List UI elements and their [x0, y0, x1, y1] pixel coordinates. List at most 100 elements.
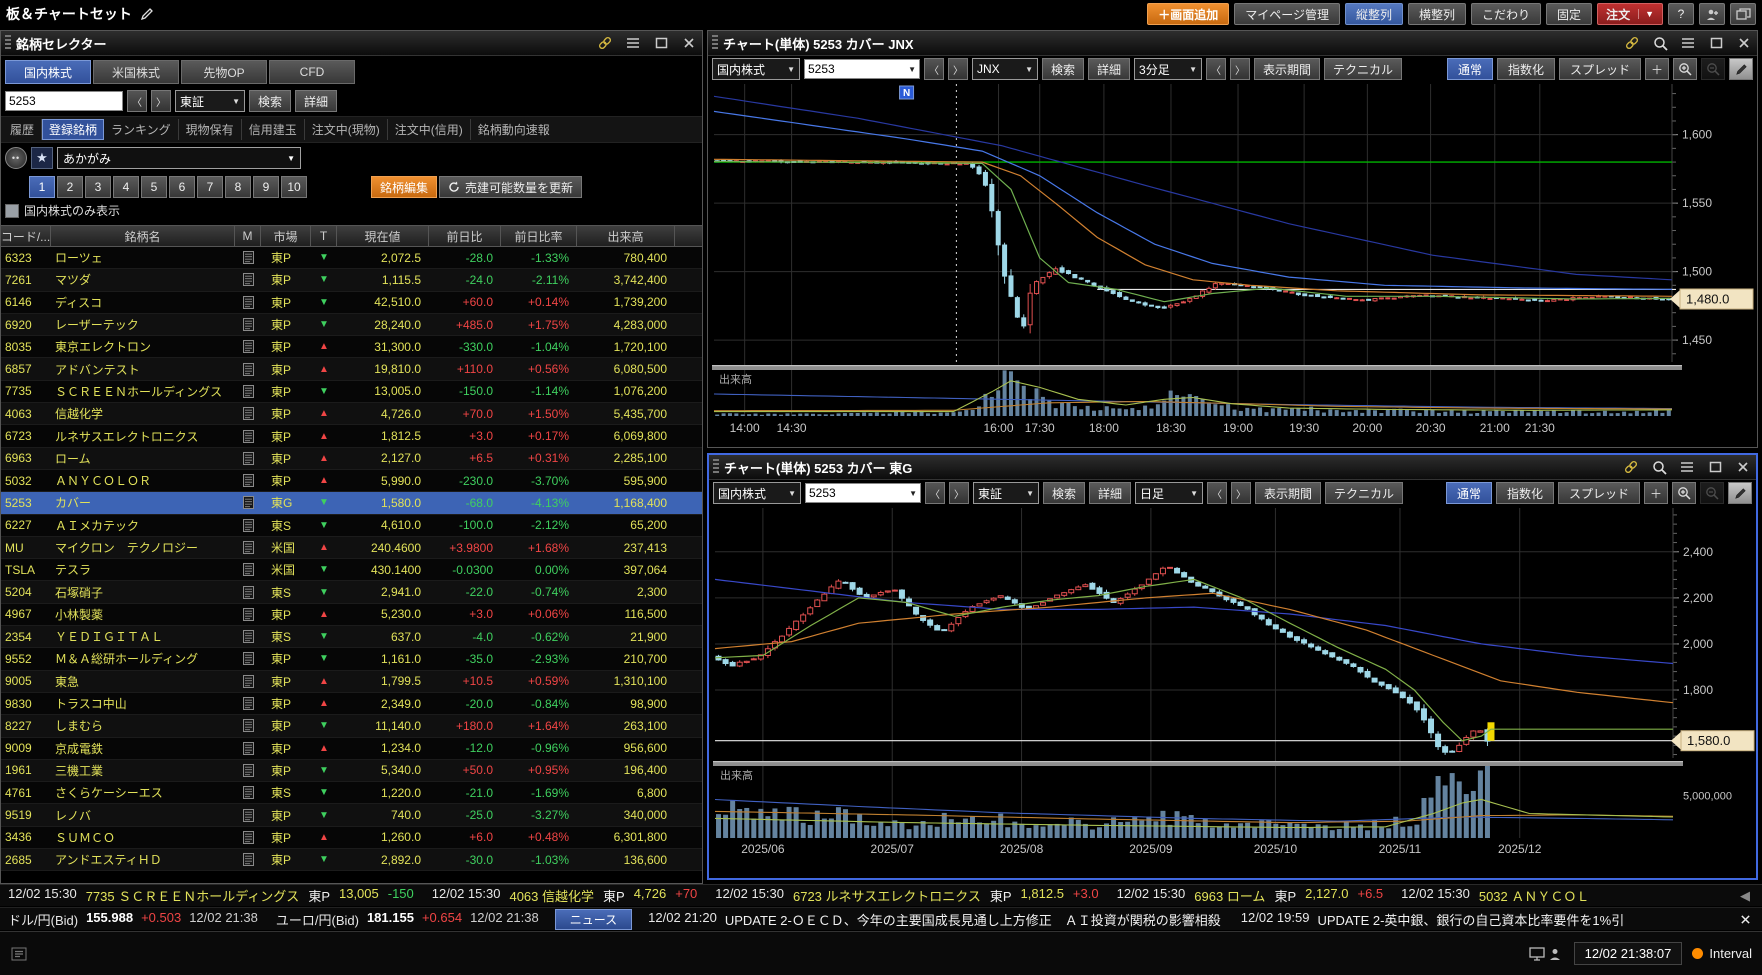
- table-row[interactable]: MU マイクロン テクノロジー 米国 ▲ 240.4600 +3.9800 +1.68% 23…: [1, 536, 702, 560]
- chart-intraday-zoom-in-icon[interactable]: [1673, 58, 1697, 80]
- chart-intraday-timeframe-select[interactable]: 3分足 ▼: [1134, 58, 1203, 80]
- board-doc-icon[interactable]: [235, 741, 261, 755]
- watchlist-select[interactable]: あかがみ ▼: [57, 147, 301, 169]
- table-row[interactable]: 5204 石塚硝子 東S ▼ 2,941.0 -22.0 -0.74% 2,300: [1, 581, 702, 604]
- close-icon[interactable]: [1734, 459, 1752, 475]
- column-header-前日比率[interactable]: 前日比率: [501, 226, 577, 246]
- list-tab-ランキング[interactable]: ランキング: [104, 119, 179, 140]
- table-row[interactable]: 8227 しまむら 東P ▼ 11,140.0 +180.0 +1.64% 263,100: [1, 715, 702, 738]
- page-button-6[interactable]: 6: [169, 176, 195, 198]
- board-doc-icon[interactable]: [235, 318, 261, 332]
- page-button-3[interactable]: 3: [85, 176, 111, 198]
- drag-grip-icon[interactable]: [713, 459, 719, 475]
- topbar-button-マイページ管理[interactable]: マイページ管理: [1234, 3, 1340, 25]
- chart-intraday-technical-button[interactable]: テクニカル: [1324, 58, 1403, 80]
- board-doc-icon[interactable]: [235, 362, 261, 376]
- maximize-icon[interactable]: [652, 35, 670, 51]
- drag-grip-icon[interactable]: [5, 35, 11, 51]
- domestic-only-checkbox[interactable]: [5, 203, 19, 218]
- close-icon[interactable]: [680, 35, 698, 51]
- page-button-9[interactable]: 9: [253, 176, 279, 198]
- monitor-icon[interactable]: [1528, 946, 1546, 962]
- search-icon[interactable]: [1651, 35, 1669, 51]
- chart-intraday-zoom-out-icon[interactable]: [1701, 58, 1725, 80]
- column-header-市場[interactable]: 市場: [261, 226, 311, 246]
- table-row[interactable]: TSLA テスラ 米国 ▼ 430.1400 -0.0300 0.00% 397,064: [1, 559, 702, 582]
- table-row[interactable]: 7261 マツダ 東P ▼ 1,115.5 -24.0 -2.11% 3,742,400: [1, 269, 702, 292]
- board-doc-icon[interactable]: [235, 830, 261, 844]
- chart-daily-timeframe-select[interactable]: 日足 ▼: [1135, 482, 1204, 504]
- topbar-button-?[interactable]: ?: [1668, 3, 1694, 25]
- column-header-コード/...[interactable]: コード/...: [1, 226, 51, 246]
- topbar-button-注文[interactable]: 注文 ▼: [1597, 3, 1663, 25]
- search-button[interactable]: 検索: [249, 90, 292, 112]
- news-item[interactable]: 12/02 21:20 UPDATE 2-ＯＥＣＤ、今年の主要国成長見通し上方修正…: [648, 910, 1221, 929]
- table-row[interactable]: 2685 アンドエスティＨＤ 東P ▼ 2,892.0 -30.0 -1.03% 136,60…: [1, 849, 702, 872]
- link-icon[interactable]: [596, 35, 614, 51]
- market-tab-米国株式[interactable]: 米国株式: [93, 60, 179, 84]
- table-row[interactable]: 2354 ＹＥＤＩＧＩＴＡＬ 東S ▼ 637.0 -4.0 -0.62% 21,900: [1, 626, 702, 649]
- column-header-前日比[interactable]: 前日比: [429, 226, 501, 246]
- board-doc-icon[interactable]: [235, 630, 261, 644]
- board-doc-icon[interactable]: [235, 719, 261, 733]
- board-doc-icon[interactable]: [235, 518, 261, 532]
- ticker-collapse-chevron-left-icon[interactable]: ◀: [1740, 887, 1750, 903]
- table-row[interactable]: 6857 アドバンテスト 東P ▲ 19,810.0 +110.0 +0.56% 6,080,…: [1, 358, 702, 381]
- board-doc-icon[interactable]: [235, 451, 261, 465]
- board-doc-icon[interactable]: [235, 786, 261, 800]
- board-view-icon[interactable]: ••: [5, 147, 27, 169]
- ticker-item[interactable]: 12/02 15:30 5032 ＡＮＹＣＯＬ: [1401, 886, 1589, 905]
- board-doc-icon[interactable]: [235, 340, 261, 354]
- interval-indicator[interactable]: Interval: [1692, 946, 1752, 961]
- table-row[interactable]: 6723 ルネサスエレクトロニクス 東P ▲ 1,812.5 +3.0 +0.17% 6,06…: [1, 425, 702, 448]
- chart-intraday-period-prev-button[interactable]: 〈: [1206, 58, 1227, 80]
- menu-icon[interactable]: [624, 35, 642, 51]
- table-row[interactable]: 5253 カバー 東G ▼ 1,580.0 -68.0 -4.13% 1,168,400: [1, 492, 702, 515]
- chart-intraday-next-button[interactable]: 〉: [948, 58, 968, 80]
- column-header-現在値[interactable]: 現在値: [337, 226, 429, 246]
- chart-intraday-range-button[interactable]: 表示期間: [1254, 58, 1321, 80]
- price-chart-daily[interactable]: 2,400 2,200 2,000 1,800 出来高 5,000,000 2025/06 2…: [709, 508, 1756, 871]
- topbar-button-縦整列[interactable]: 縦整列: [1345, 3, 1404, 25]
- chart-intraday-detail-button[interactable]: 詳細: [1088, 58, 1131, 80]
- chart-daily-detail-button[interactable]: 詳細: [1089, 482, 1132, 504]
- favorite-star-icon[interactable]: ★: [31, 147, 53, 169]
- chart-intraday-search-button[interactable]: 検索: [1042, 58, 1085, 80]
- menu-icon[interactable]: [1678, 459, 1696, 475]
- list-tab-銘柄動向速報[interactable]: 銘柄動向速報: [477, 123, 550, 137]
- detail-button[interactable]: 詳細: [295, 90, 338, 112]
- chart-daily-next-button[interactable]: 〉: [949, 482, 969, 504]
- chart-intraday-market-select[interactable]: 国内株式 ▼: [712, 58, 800, 80]
- board-doc-icon[interactable]: [235, 496, 261, 510]
- window-icon[interactable]: [1730, 3, 1756, 25]
- page-button-7[interactable]: 7: [197, 176, 223, 198]
- board-doc-icon[interactable]: [235, 251, 261, 265]
- table-row[interactable]: 9519 レノバ 東P ▼ 740.0 -25.0 -3.27% 340,000: [1, 804, 702, 827]
- topbar-button-固定[interactable]: 固定: [1546, 3, 1593, 25]
- chart-daily-symbol-input[interactable]: 5253 ▼: [805, 483, 921, 503]
- price-chart-intraday[interactable]: 1,600 1,550 1,500 1,450 N 出来高 14:00 14:30 16:00 1…: [708, 84, 1755, 446]
- chart-daily-technical-button[interactable]: テクニカル: [1325, 482, 1404, 504]
- board-doc-icon[interactable]: [235, 585, 261, 599]
- list-tab-信用建玉[interactable]: 信用建玉: [242, 119, 305, 140]
- column-header-M[interactable]: M: [235, 226, 261, 246]
- chart-intraday-crosshair-plus-icon[interactable]: ＋: [1645, 58, 1669, 80]
- page-button-2[interactable]: 2: [57, 176, 83, 198]
- topbar-button-＋画面追加[interactable]: ＋画面追加: [1147, 3, 1230, 25]
- page-button-1[interactable]: 1: [29, 176, 55, 198]
- chart-daily-draw-pencil-icon[interactable]: [1728, 482, 1752, 504]
- chart-daily-mode-スプレッド[interactable]: スプレッド: [1557, 482, 1640, 504]
- column-header-銘柄名[interactable]: 銘柄名: [51, 226, 235, 246]
- chart-daily-period-next-button[interactable]: 〉: [1231, 482, 1252, 504]
- taskbar-grid-icon[interactable]: [10, 946, 28, 962]
- fx-item[interactable]: ユーロ/円(Bid) 181.155 +0.654 12/02 21:38: [276, 910, 539, 929]
- topbar-button-横整列[interactable]: 横整列: [1408, 3, 1467, 25]
- table-row[interactable]: 6227 ＡＩメカテック 東S ▼ 4,610.0 -100.0 -2.12% 65,200: [1, 514, 702, 537]
- market-tab-先物OP[interactable]: 先物OP: [181, 60, 267, 84]
- maximize-icon[interactable]: [1707, 35, 1725, 51]
- edit-title-pencil-icon[interactable]: [138, 6, 156, 22]
- user-icon[interactable]: [1546, 946, 1564, 962]
- link-icon[interactable]: [1623, 35, 1641, 51]
- table-row[interactable]: 1961 三機工業 東P ▼ 5,340.0 +50.0 +0.95% 196,400: [1, 759, 702, 783]
- chart-intraday-symbol-input[interactable]: 5253 ▼: [804, 59, 920, 79]
